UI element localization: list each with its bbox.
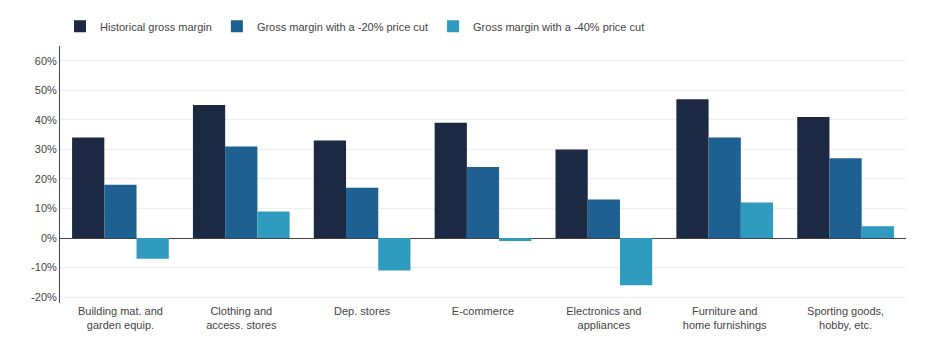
svg-text:0%: 0% (41, 232, 57, 244)
svg-text:40%: 40% (35, 114, 57, 126)
svg-text:Furniture andhome furnishings: Furniture andhome furnishings (683, 305, 767, 331)
svg-text:20%: 20% (35, 173, 57, 185)
svg-text:Clothing andaccess. stores: Clothing andaccess. stores (206, 305, 277, 331)
svg-text:Building mat. andgarden equip.: Building mat. andgarden equip. (78, 305, 163, 331)
svg-text:50%: 50% (35, 84, 57, 96)
svg-text:Gross margin with a -40% price: Gross margin with a -40% price cut (473, 21, 644, 33)
svg-text:10%: 10% (35, 202, 57, 214)
svg-text:30%: 30% (35, 143, 57, 155)
svg-text:Electronics andappliances: Electronics andappliances (566, 305, 641, 331)
svg-text:Dep. stores: Dep. stores (334, 305, 391, 317)
svg-text:-10%: -10% (31, 261, 57, 273)
svg-text:E-commerce: E-commerce (452, 305, 514, 317)
svg-text:-20%: -20% (31, 291, 57, 303)
svg-text:60%: 60% (35, 55, 57, 67)
svg-text:Gross margin with a -20% price: Gross margin with a -20% price cut (257, 21, 428, 33)
svg-text:Sporting goods,hobby, etc.: Sporting goods,hobby, etc. (807, 305, 884, 331)
svg-text:Historical gross margin: Historical gross margin (100, 21, 212, 33)
